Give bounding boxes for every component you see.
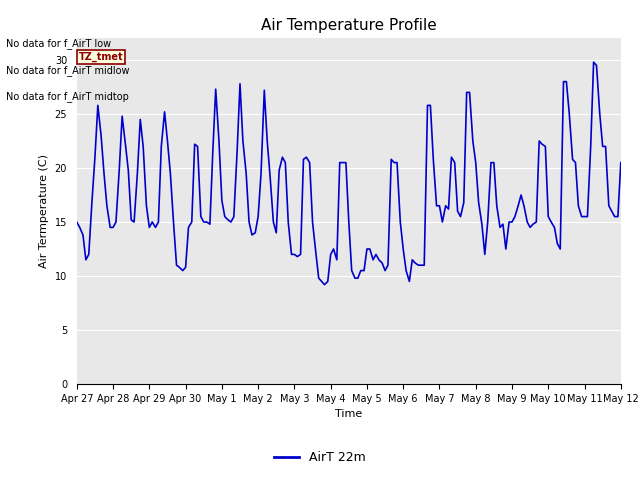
Text: TZ_tmet: TZ_tmet [79, 52, 124, 62]
Text: No data for f_AirT midtop: No data for f_AirT midtop [6, 91, 129, 102]
X-axis label: Time: Time [335, 409, 362, 419]
Legend: AirT 22m: AirT 22m [269, 446, 371, 469]
Text: No data for f_AirT low: No data for f_AirT low [6, 38, 111, 49]
Title: Air Temperature Profile: Air Temperature Profile [261, 18, 436, 33]
Y-axis label: Air Termperature (C): Air Termperature (C) [39, 154, 49, 268]
Text: No data for f_AirT midlow: No data for f_AirT midlow [6, 65, 130, 76]
